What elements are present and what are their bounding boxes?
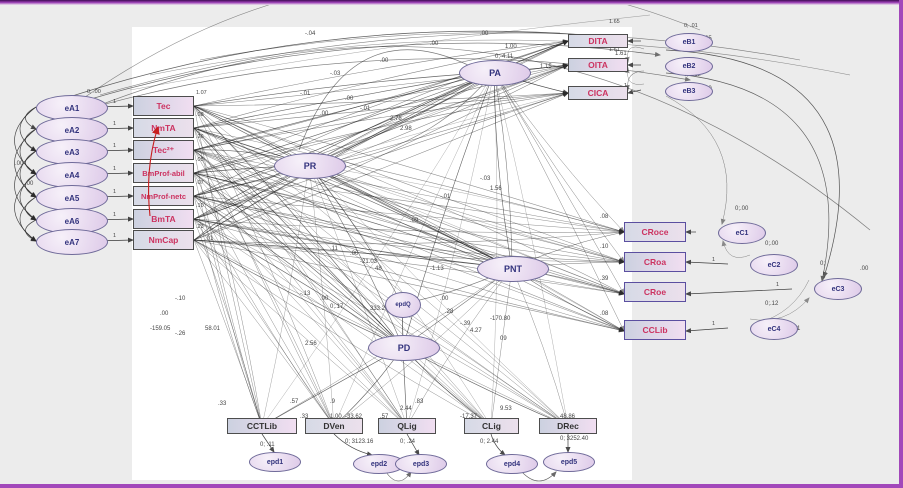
svg-text:.00: .00: [160, 311, 169, 317]
svg-text:0;.00: 0;.00: [765, 241, 779, 247]
svg-text:-.13: -.13: [300, 291, 311, 297]
svg-text:1: 1: [712, 321, 715, 327]
svg-text:1.00: 1.00: [505, 44, 517, 50]
svg-text:.00: .00: [480, 31, 489, 37]
svg-text:-.04: -.04: [305, 31, 316, 37]
svg-text:0; .24: 0; .24: [400, 439, 416, 445]
svg-text:-.10: -.10: [175, 296, 186, 302]
svg-text:.09: .09: [410, 218, 419, 224]
svg-text:0;.17: 0;.17: [330, 304, 344, 310]
svg-text:.00: .00: [380, 58, 389, 64]
svg-text:.00: .00: [440, 296, 449, 302]
svg-text:-21.03: -21.03: [360, 259, 378, 265]
svg-text:0; .01: 0; .01: [684, 23, 698, 29]
svg-text:2.44: 2.44: [400, 406, 412, 412]
svg-text:.00: .00: [345, 96, 354, 102]
svg-text:.11: .11: [330, 246, 339, 252]
svg-text:.83: .83: [415, 399, 424, 405]
svg-text:.28: .28: [445, 309, 454, 315]
svg-text:-159.05: -159.05: [150, 326, 171, 332]
svg-text:-.03: -.03: [480, 176, 491, 182]
svg-text:4.27: 4.27: [470, 328, 482, 334]
svg-text:1: 1: [712, 257, 715, 263]
svg-text:-.39: -.39: [460, 321, 471, 327]
svg-text:2.56: 2.56: [305, 341, 317, 347]
svg-text:.9: .9: [330, 399, 336, 405]
svg-text:2.78: 2.78: [390, 116, 402, 122]
svg-text:0;: 0;: [820, 261, 825, 267]
svg-text:1: 1: [113, 166, 116, 172]
svg-text:1: 1: [113, 212, 116, 218]
svg-text:.00: .00: [15, 161, 24, 167]
svg-text:.00: .00: [430, 41, 439, 47]
svg-text:58.01: 58.01: [205, 326, 221, 332]
svg-text:1: 1: [776, 282, 779, 288]
svg-text:1.56: 1.56: [490, 186, 502, 192]
svg-text:-.01: -.01: [360, 106, 371, 112]
svg-text:-.26: -.26: [175, 331, 186, 337]
svg-text:.08: .08: [600, 214, 609, 220]
svg-text:.00: .00: [860, 266, 869, 272]
svg-text:9.53: 9.53: [500, 406, 512, 412]
svg-text:1: 1: [113, 121, 116, 127]
svg-text:-1.13: -1.13: [430, 266, 444, 272]
svg-text:0;.00: 0;.00: [735, 206, 749, 212]
svg-text:.10: .10: [196, 203, 204, 209]
svg-text:0; .11: 0; .11: [260, 442, 275, 448]
svg-text:-.01: -.01: [300, 91, 311, 97]
svg-text:-.01: -.01: [440, 194, 451, 200]
svg-text:1.07: 1.07: [196, 90, 207, 96]
svg-text:.01: .01: [205, 236, 214, 242]
svg-text:.00: .00: [320, 296, 329, 302]
svg-text:0; 3123.16: 0; 3123.16: [345, 439, 374, 445]
svg-text:-170.80: -170.80: [490, 316, 511, 322]
svg-text:.39: .39: [600, 276, 609, 282]
svg-text:0; 3252.40: 0; 3252.40: [560, 436, 589, 442]
svg-text:09: 09: [500, 336, 507, 342]
svg-text:1.61: 1.61: [615, 51, 627, 57]
svg-text:0; 2.44: 0; 2.44: [480, 439, 499, 445]
svg-text:.57: .57: [290, 399, 299, 405]
svg-text:0;.12: 0;.12: [765, 301, 779, 307]
svg-text:1: 1: [113, 143, 116, 149]
svg-text:1: 1: [113, 233, 116, 239]
svg-text:.00: .00: [320, 111, 329, 117]
svg-text:.33: .33: [218, 401, 227, 407]
svg-text:-.03: -.03: [330, 71, 341, 77]
svg-text:48: 48: [375, 266, 382, 272]
svg-text:2.98: 2.98: [400, 126, 412, 132]
svg-text:.08: .08: [600, 311, 609, 317]
svg-text:.00: .00: [25, 181, 34, 187]
svg-text:.10: .10: [600, 244, 609, 250]
svg-text:1: 1: [113, 189, 116, 195]
svg-text:1.15: 1.15: [540, 64, 552, 70]
svg-text:.00: .00: [350, 251, 359, 257]
svg-text:1.65: 1.65: [609, 19, 620, 25]
